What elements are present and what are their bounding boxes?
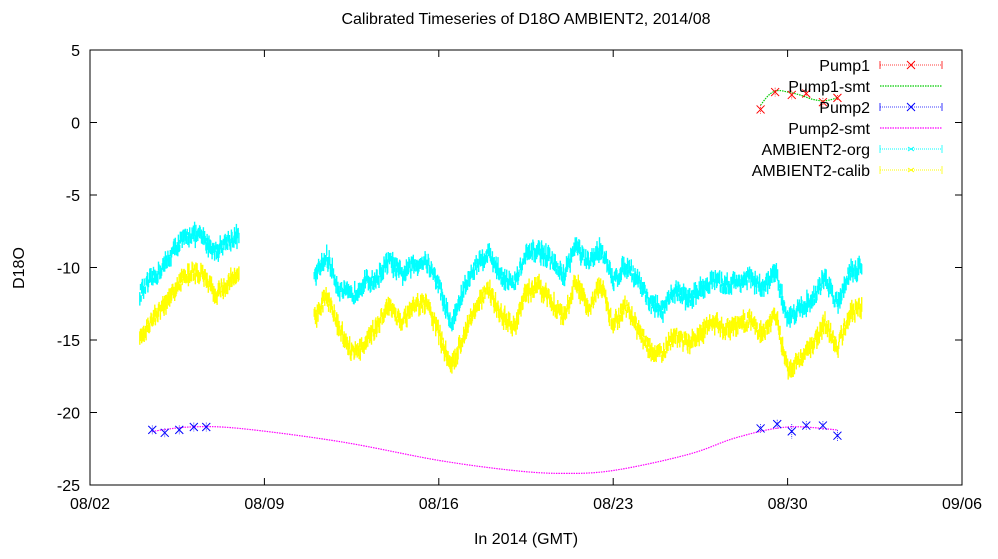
x-marker <box>756 424 765 433</box>
y-axis-label: D18O <box>11 247 28 289</box>
y-tick-label: 0 <box>71 116 80 133</box>
x-marker <box>833 431 842 441</box>
x-marker <box>201 422 211 432</box>
legend-item: Pump1-smt <box>788 79 942 96</box>
data-point <box>756 424 765 433</box>
pump1-points <box>756 87 842 114</box>
x-tick-label: 08/02 <box>70 496 110 513</box>
x-tick-label: 08/23 <box>593 496 633 513</box>
ambient2-calib-series <box>139 261 863 380</box>
data-point <box>189 422 199 432</box>
data-point <box>801 89 811 98</box>
y-tick-label: -5 <box>66 188 80 205</box>
data-point <box>147 425 157 435</box>
y-tick-label: -25 <box>57 478 80 495</box>
legend-label: AMBIENT2-org <box>762 142 870 159</box>
data-point <box>787 90 797 100</box>
legend-label: Pump1 <box>819 58 870 75</box>
pump2-smt-line <box>152 425 838 475</box>
data-point <box>818 97 828 107</box>
data-point <box>787 424 797 439</box>
legend-marker <box>907 167 915 173</box>
x-marker <box>787 426 797 436</box>
legend-marker <box>907 146 915 152</box>
legend-item: Pump2-smt <box>788 121 942 138</box>
data-point <box>818 421 828 430</box>
legend-marker <box>906 60 916 70</box>
x-tick-label: 09/06 <box>942 496 982 513</box>
y-tick-label: -15 <box>57 333 80 350</box>
data-point <box>801 421 811 430</box>
legend-label: Pump2 <box>819 100 870 117</box>
data-point <box>756 105 765 114</box>
x-tick-label: 08/16 <box>419 496 459 513</box>
y-tick-label: -20 <box>57 406 80 423</box>
series-layer <box>139 87 863 475</box>
x-marker <box>147 425 157 435</box>
legend-marker <box>906 102 916 112</box>
x-marker <box>756 105 765 114</box>
data-point <box>160 428 170 438</box>
ambient2-org-series <box>139 221 863 332</box>
pump2-points <box>147 419 842 442</box>
data-point <box>201 422 211 432</box>
x-marker <box>818 97 828 107</box>
legend: Pump1 Pump1-smt Pump2 Pump2-smt AMBIENT2-org… <box>752 58 943 180</box>
x-marker <box>787 90 797 100</box>
x-marker <box>772 419 782 429</box>
legend-item: AMBIENT2-org <box>762 142 943 159</box>
data-point <box>833 429 842 442</box>
x-tick-label: 08/09 <box>244 496 284 513</box>
legend-item: AMBIENT2-calib <box>752 163 943 180</box>
x-marker <box>833 93 842 103</box>
x-marker <box>801 421 811 430</box>
legend-label: AMBIENT2-calib <box>752 163 870 180</box>
legend-item: Pump2 <box>819 100 943 117</box>
x-marker <box>801 89 811 98</box>
x-marker <box>160 428 170 438</box>
legend-label: Pump2-smt <box>788 121 870 138</box>
x-axis-label: In 2014 (GMT) <box>474 531 578 548</box>
data-point <box>770 87 780 97</box>
x-marker <box>770 87 780 97</box>
chart-title: Calibrated Timeseries of D18O AMBIENT2, … <box>341 11 710 28</box>
legend-item: Pump1 <box>819 58 943 75</box>
data-point <box>174 425 184 435</box>
legend-label: Pump1-smt <box>788 79 870 96</box>
x-tick-label: 08/30 <box>768 496 808 513</box>
y-tick-label: 5 <box>71 43 80 60</box>
data-point <box>772 419 782 429</box>
y-tick-label: -10 <box>57 261 80 278</box>
x-marker <box>174 425 184 435</box>
x-marker <box>818 421 828 430</box>
x-marker <box>189 422 199 432</box>
data-point <box>833 93 842 103</box>
